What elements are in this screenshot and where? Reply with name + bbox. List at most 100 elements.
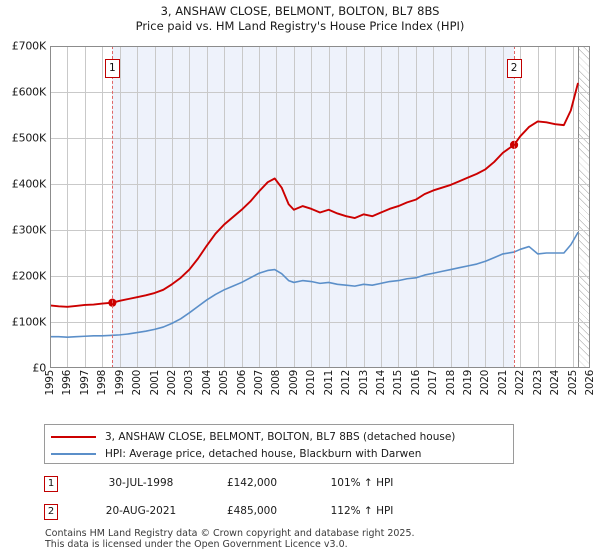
gridline-vertical — [503, 46, 504, 368]
x-tick-label: 2007 — [253, 370, 266, 396]
x-tick-label: 2000 — [131, 370, 144, 396]
x-tick-label: 1999 — [113, 370, 126, 396]
no-data-hatched-band — [577, 46, 590, 368]
y-tick-label: £700K — [11, 39, 46, 53]
gridline-horizontal — [50, 92, 590, 93]
gridline-vertical — [433, 46, 434, 368]
gridline-vertical — [137, 46, 138, 368]
price-paid-line — [50, 82, 579, 308]
legend-label-hpi: HPI: Average price, detached house, Blac… — [105, 447, 422, 460]
gridline-vertical — [102, 46, 103, 368]
y-tick-label: £400K — [11, 177, 46, 191]
page-title: 3, ANSHAW CLOSE, BELMONT, BOLTON, BL7 8B… — [160, 4, 440, 18]
page-subtitle: Price paid vs. HM Land Registry's House … — [135, 19, 465, 33]
gridline-vertical — [468, 46, 469, 368]
x-tick-label: 2001 — [148, 370, 161, 396]
gridline-vertical — [555, 46, 556, 368]
x-tick-label: 2006 — [235, 370, 248, 396]
gridline-vertical — [120, 46, 121, 368]
gridline-horizontal — [50, 276, 590, 277]
transaction-price-2: £485,000 — [226, 505, 278, 517]
y-axis-labels: £0 £100K £200K £300K £400K £500K £600K £700K — [0, 40, 46, 375]
legend-swatch-hpi — [51, 452, 96, 455]
attribution-footer: Contains HM Land Registry data © Crown c… — [45, 528, 565, 550]
x-tick-label: 2026 — [584, 370, 596, 396]
transaction-date-2: 20-AUG-2021 — [105, 505, 177, 517]
gridline-vertical — [381, 46, 382, 368]
gridline-vertical — [311, 46, 312, 368]
chart-legend: 3, ANSHAW CLOSE, BELMONT, BOLTON, BL7 8B… — [44, 424, 514, 464]
transaction-price-1: £142,000 — [226, 477, 278, 489]
gridline-vertical — [155, 46, 156, 368]
x-tick-label: 2015 — [392, 370, 405, 396]
hpi-line — [50, 231, 579, 338]
gridline-vertical — [259, 46, 260, 368]
gridline-vertical — [294, 46, 295, 368]
gridline-vertical — [364, 46, 365, 368]
footer-line-1: Contains HM Land Registry data © Crown c… — [45, 528, 415, 539]
x-tick-label: 2021 — [496, 370, 509, 396]
y-tick-label: £200K — [11, 269, 46, 283]
x-tick-label: 2009 — [287, 370, 300, 396]
marker-flag-2[interactable]: 2 — [506, 59, 522, 78]
gridline-vertical — [189, 46, 190, 368]
gridline-horizontal — [50, 184, 590, 185]
gridline-vertical — [485, 46, 486, 368]
x-tick-label: 2016 — [409, 370, 422, 396]
gridline-vertical — [172, 46, 173, 368]
x-tick-label: 2025 — [566, 370, 579, 396]
plot-canvas — [50, 46, 590, 368]
gridline-vertical — [346, 46, 347, 368]
chart-title-block: 3, ANSHAW CLOSE, BELMONT, BOLTON, BL7 8B… — [0, 0, 600, 34]
gridline-horizontal — [50, 230, 590, 231]
y-tick-label: £300K — [11, 223, 46, 237]
gridline-vertical — [573, 46, 574, 368]
gridline-vertical — [207, 46, 208, 368]
marker-flag-1[interactable]: 1 — [104, 59, 120, 78]
legend-swatch-price-paid — [51, 435, 96, 438]
x-tick-label: 1995 — [44, 370, 56, 396]
marker-dashed-line-2 — [514, 46, 516, 368]
x-tick-label: 2013 — [357, 370, 370, 396]
x-tick-label: 2023 — [531, 370, 544, 396]
footer-line-2: This data is licensed under the Open Gov… — [45, 539, 348, 550]
x-tick-label: 2008 — [270, 370, 283, 396]
x-tick-label: 1997 — [78, 370, 91, 396]
x-tick-label: 2004 — [200, 370, 213, 396]
legend-item-price-paid: 3, ANSHAW CLOSE, BELMONT, BOLTON, BL7 8B… — [51, 428, 455, 445]
x-tick-label: 1996 — [61, 370, 74, 396]
x-tick-label: 2010 — [305, 370, 318, 396]
x-tick-label: 2024 — [549, 370, 562, 396]
x-tick-label: 2003 — [183, 370, 196, 396]
ownership-shaded-band — [112, 46, 515, 368]
gridline-vertical — [416, 46, 417, 368]
x-tick-label: 2017 — [427, 370, 440, 396]
gridline-horizontal — [50, 138, 590, 139]
x-tick-label: 2020 — [479, 370, 492, 396]
x-tick-label: 2022 — [514, 370, 527, 396]
gridline-vertical — [451, 46, 452, 368]
gridline-vertical — [242, 46, 243, 368]
series-lines — [50, 82, 579, 338]
gridline-vertical — [276, 46, 277, 368]
plot-frame — [50, 46, 590, 368]
transaction-hpi-2: 112% ↑ HPI — [330, 505, 394, 517]
x-tick-label: 1998 — [96, 370, 109, 396]
transaction-date-1: 30-JUL-1998 — [108, 477, 174, 489]
gridline-vertical — [85, 46, 86, 368]
transaction-number-2: 2 — [44, 504, 58, 520]
x-tick-label: 2012 — [340, 370, 353, 396]
legend-label-price-paid: 3, ANSHAW CLOSE, BELMONT, BOLTON, BL7 8B… — [105, 430, 456, 443]
y-tick-label: £100K — [11, 315, 46, 329]
y-tick-label: £500K — [11, 131, 46, 145]
gridline-vertical — [67, 46, 68, 368]
x-tick-label: 2019 — [462, 370, 475, 396]
x-tick-label: 2002 — [165, 370, 178, 396]
gridline-vertical — [329, 46, 330, 368]
gridline-vertical — [224, 46, 225, 368]
x-axis-labels: 1995 1996 1997 1998 1999 2000 2001 2002 2003 2004… — [44, 370, 596, 416]
legend-item-hpi: HPI: Average price, detached house, Blac… — [51, 445, 421, 462]
y-tick-label: £600K — [11, 85, 46, 99]
